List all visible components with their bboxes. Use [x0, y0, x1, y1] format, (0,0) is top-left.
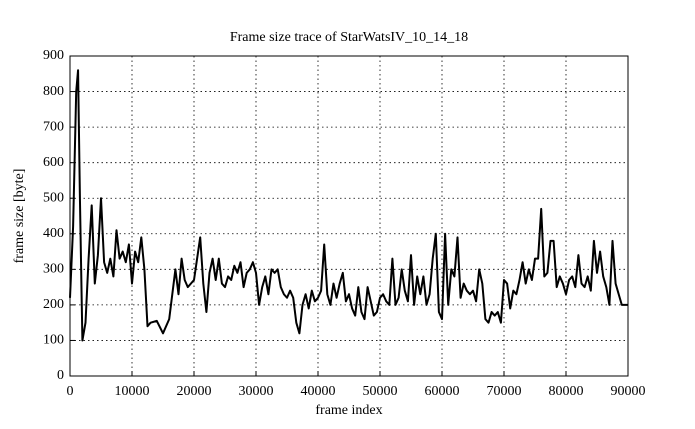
x-tick-label: 40000	[301, 384, 336, 399]
plot-frame	[69, 55, 629, 377]
y-axis-label: frame size [byte]	[12, 169, 27, 264]
x-axis-label: frame index	[315, 403, 382, 418]
chart-title: Frame size trace of StarWatsIV_10_14_18	[230, 30, 468, 45]
x-tick-label: 80000	[549, 384, 584, 399]
y-tick-label: 700	[43, 119, 64, 134]
y-tick-label: 200	[43, 297, 64, 312]
y-tick-label: 900	[43, 48, 64, 63]
y-tick-label: 100	[43, 333, 64, 348]
y-tick-label: 400	[43, 226, 64, 241]
data-line	[69, 69, 628, 342]
x-tick-label: 30000	[239, 384, 274, 399]
y-tick-label: 800	[43, 84, 64, 99]
x-tick-label: 50000	[363, 384, 398, 399]
x-tick-label: 10000	[115, 384, 150, 399]
x-tick-label: 70000	[487, 384, 522, 399]
x-tick-label: 60000	[425, 384, 460, 399]
x-tick-label: 20000	[177, 384, 212, 399]
y-tick-label: 300	[43, 262, 64, 277]
y-tick-label: 600	[43, 155, 64, 170]
x-tick-label: 0	[67, 384, 74, 399]
y-tick-label: 0	[57, 368, 64, 383]
x-tick-label: 90000	[611, 384, 646, 399]
y-tick-label: 500	[43, 190, 64, 205]
